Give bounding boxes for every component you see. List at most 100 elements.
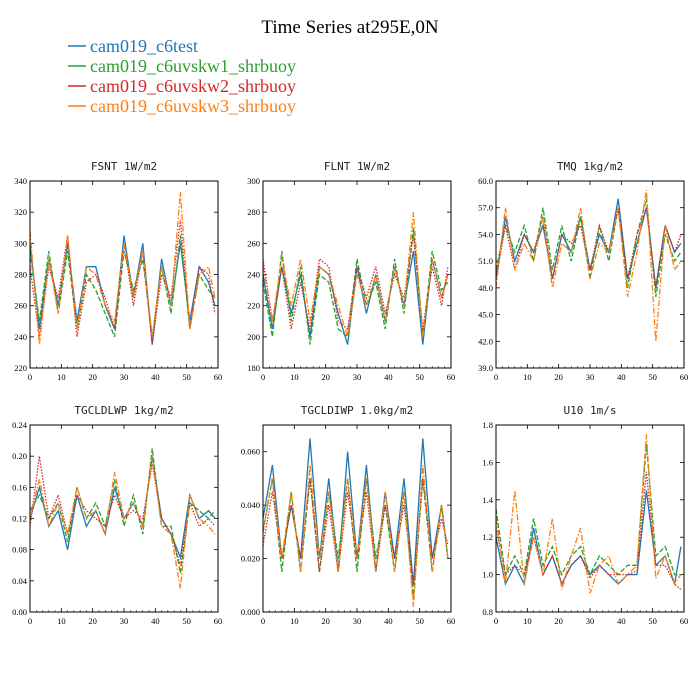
x-tick-label: 50 xyxy=(182,372,191,382)
x-tick-label: 60 xyxy=(447,372,456,382)
legend-item: cam019_c6uvskw3_shrbuoy xyxy=(68,96,296,116)
y-tick-label: 0.04 xyxy=(12,576,28,586)
series-line xyxy=(496,207,682,288)
x-tick-label: 10 xyxy=(290,372,299,382)
chart-panels: FSNT 1W/m20 10 20 30 40 50 6022024026028030032… xyxy=(12,160,688,626)
panel-title: TMQ 1kg/m2 xyxy=(557,160,623,173)
chart-panel: TGCLDLWP 1kg/m2 0 10 20 30 40 50 60 0.00 0.04 0.08… xyxy=(12,404,222,626)
x-tick-label: 60 xyxy=(447,616,456,626)
x-tick-label: 20 xyxy=(321,372,330,382)
chart-panel: FSNT 1W/m2 0 10 20 30 40 50 60 220 240 260 280 300 32… xyxy=(14,160,222,382)
legend-label: cam019_c6uvskw3_shrbuoy xyxy=(90,96,296,116)
x-tick-label: 0 xyxy=(494,372,498,382)
panel-title: FSNT 1W/m2 xyxy=(91,160,157,173)
x-tick-label: 60 xyxy=(680,616,689,626)
x-tick-label: 50 xyxy=(415,616,424,626)
x-tick-label: 40 xyxy=(384,372,393,382)
legend: cam019_c6testcam019_c6uvskw1_shrbuoycam0… xyxy=(68,36,296,116)
y-tick-label: 1.6 xyxy=(482,457,493,467)
y-tick-label: 300 xyxy=(247,176,260,186)
y-tick-label: 0.16 xyxy=(12,482,27,492)
y-tick-label: 180 xyxy=(247,363,260,373)
x-tick-label: 20 xyxy=(554,616,563,626)
y-tick-label: 260 xyxy=(14,301,27,311)
plot-frame xyxy=(495,180,685,369)
y-tick-label: 0.020 xyxy=(241,554,260,564)
x-tick-label: 20 xyxy=(321,616,330,626)
y-tick-label: 240 xyxy=(14,332,27,342)
x-tick-label: 0 xyxy=(494,616,498,626)
x-tick-label: 10 xyxy=(290,616,299,626)
x-tick-label: 30 xyxy=(120,372,129,382)
x-tick-label: 10 xyxy=(523,372,532,382)
y-tick-label: 0.060 xyxy=(241,447,260,457)
legend-label: cam019_c6test xyxy=(90,36,198,56)
series-line xyxy=(263,235,449,331)
chart-panel: FLNT 1W/m2 0 10 20 30 40 50 60 180 200 220 240 260 28… xyxy=(247,160,455,382)
y-tick-label: 54.0 xyxy=(478,229,493,239)
x-tick-label: 30 xyxy=(120,616,129,626)
x-tick-label: 40 xyxy=(617,616,626,626)
panel-title: TGCLDLWP 1kg/m2 xyxy=(74,404,173,417)
series-line xyxy=(263,250,449,345)
y-tick-label: 0.24 xyxy=(12,420,28,430)
y-tick-label: 51.0 xyxy=(478,256,493,266)
y-tick-label: 320 xyxy=(14,207,27,217)
y-tick-label: 0.08 xyxy=(12,545,27,555)
x-tick-label: 40 xyxy=(151,372,160,382)
x-tick-label: 20 xyxy=(88,616,97,626)
y-tick-label: 280 xyxy=(247,207,260,217)
x-tick-label: 50 xyxy=(648,372,657,382)
series-line xyxy=(30,191,216,345)
x-tick-label: 40 xyxy=(617,372,626,382)
y-tick-label: 0.040 xyxy=(241,500,260,510)
y-tick-label: 0.8 xyxy=(482,607,493,617)
y-tick-label: 0.000 xyxy=(241,607,260,617)
y-tick-label: 0.12 xyxy=(12,514,27,524)
legend-item: cam019_c6test xyxy=(68,36,198,56)
y-tick-label: 280 xyxy=(14,270,27,280)
x-tick-label: 50 xyxy=(182,616,191,626)
legend-label: cam019_c6uvskw1_shrbuoy xyxy=(90,56,296,76)
series-line xyxy=(30,456,216,589)
panel-title: FLNT 1W/m2 xyxy=(324,160,390,173)
y-tick-label: 39.0 xyxy=(478,363,493,373)
panel-title: U10 1m/s xyxy=(564,404,617,417)
y-tick-label: 1.0 xyxy=(482,570,493,580)
series-line xyxy=(263,212,449,337)
y-tick-label: 220 xyxy=(247,301,260,311)
legend-item: cam019_c6uvskw1_shrbuoy xyxy=(68,56,296,76)
plot-frame xyxy=(29,424,219,613)
series-line xyxy=(30,219,216,345)
y-tick-label: 1.2 xyxy=(482,532,493,542)
x-tick-label: 0 xyxy=(261,372,265,382)
y-tick-label: 260 xyxy=(247,238,260,248)
series-line xyxy=(496,189,682,342)
series-line xyxy=(263,478,449,599)
plot-frame xyxy=(262,424,452,613)
x-tick-label: 50 xyxy=(415,372,424,382)
y-tick-label: 1.4 xyxy=(482,495,493,505)
series-line xyxy=(496,471,682,591)
plot-frame xyxy=(262,180,452,369)
chart-panel: U10 1m/s 0 10 20 30 40 50 60 0.8 1.0 1.2 1.4 1.6 1.8 xyxy=(482,404,688,626)
chart-panel: TGCLDIWP 1.0kg/m2 0 10 20 30 40 50 60 0.000 0.020… xyxy=(241,404,455,626)
y-tick-label: 0.00 xyxy=(12,607,27,617)
legend-item: cam019_c6uvskw2_shrbuoy xyxy=(68,76,296,96)
series-line xyxy=(496,434,682,594)
x-tick-label: 30 xyxy=(353,372,362,382)
series-line xyxy=(496,443,681,577)
y-tick-label: 60.0 xyxy=(478,176,493,186)
x-tick-label: 30 xyxy=(586,372,595,382)
panel-title: TGCLDIWP 1.0kg/m2 xyxy=(301,404,414,417)
x-tick-label: 20 xyxy=(88,372,97,382)
legend-label: cam019_c6uvskw2_shrbuoy xyxy=(90,76,296,96)
y-tick-label: 42.0 xyxy=(478,336,493,346)
x-tick-label: 40 xyxy=(384,616,393,626)
series-line xyxy=(496,198,682,297)
x-tick-label: 30 xyxy=(353,616,362,626)
x-tick-label: 60 xyxy=(680,372,689,382)
x-tick-label: 0 xyxy=(28,616,32,626)
y-tick-label: 48.0 xyxy=(478,283,493,293)
